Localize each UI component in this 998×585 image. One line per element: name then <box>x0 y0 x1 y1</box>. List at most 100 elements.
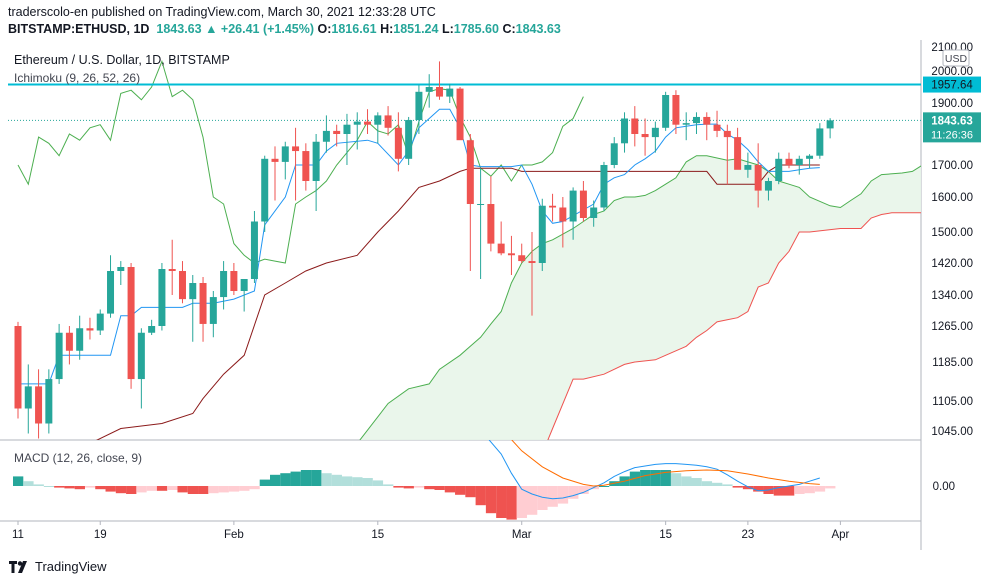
price-tick-label: 1700.00 <box>931 160 973 172</box>
candle-body <box>734 137 742 170</box>
macd-histogram-bar <box>825 486 836 489</box>
macd-histogram-bar <box>331 474 342 486</box>
macd-histogram-bar <box>311 470 322 486</box>
high-label: H: <box>380 22 394 36</box>
level-price-label: 1957.64 <box>931 80 973 92</box>
macd-histogram-bar <box>516 486 528 518</box>
time-tick-label: 15 <box>659 529 672 541</box>
candle-body <box>672 95 680 125</box>
candle <box>148 319 156 335</box>
candle-body <box>662 95 670 128</box>
candle <box>507 235 515 275</box>
candle <box>754 143 762 208</box>
candle-body <box>744 165 752 170</box>
macd-histogram-bar <box>794 486 805 494</box>
macd-histogram-bar <box>383 484 394 486</box>
candle-body <box>374 115 382 125</box>
kijun-sen-line <box>96 164 820 440</box>
tradingview-brand[interactable]: TradingView <box>9 559 107 574</box>
candle <box>127 263 135 389</box>
candle <box>713 110 721 138</box>
candle-body <box>775 158 783 181</box>
senkou-span-a-line <box>359 155 921 440</box>
candle-body <box>764 181 772 191</box>
candle <box>538 198 546 271</box>
currency-box <box>942 49 970 67</box>
time-tick-label: 11 <box>12 529 24 541</box>
low-label: L: <box>441 22 454 36</box>
candle <box>662 91 670 131</box>
candle-body <box>621 118 629 144</box>
candle-body <box>302 151 310 181</box>
price-tick-label: 1420.00 <box>931 258 973 270</box>
candle-body <box>713 124 721 131</box>
candle-body <box>754 165 762 191</box>
candle <box>394 112 402 172</box>
candle <box>435 61 443 100</box>
candle <box>806 154 814 169</box>
candle-body <box>600 165 608 208</box>
price-chart[interactable]: 2100.002000.001900.001800.001700.001600.… <box>0 40 998 550</box>
close-value: 1843.63 <box>515 22 561 36</box>
candle-body <box>569 190 577 222</box>
candle <box>785 152 793 169</box>
macd-histogram-bar <box>753 486 764 492</box>
price-tick-label: 1185.00 <box>932 357 973 369</box>
candle <box>579 181 587 222</box>
candle <box>610 137 618 169</box>
candle-body <box>518 255 526 262</box>
macd-tick-label: 0.00 <box>933 481 955 493</box>
candle-body <box>806 155 814 159</box>
ichimoku-legend[interactable]: Ichimoku (9, 26, 52, 26) <box>14 71 141 85</box>
candle-body <box>435 87 443 97</box>
macd-histogram-bar <box>177 486 188 493</box>
macd-signal-line <box>511 440 820 487</box>
price-change: ▲ +26.41 (+1.45%) <box>205 22 315 36</box>
open-label: O: <box>317 22 332 36</box>
macd-histogram-bar <box>722 484 733 486</box>
candle <box>261 155 269 232</box>
macd-histogram-bar <box>455 486 466 495</box>
candle-body <box>651 127 659 138</box>
macd-histogram-bar <box>496 486 507 518</box>
candle-body <box>415 91 423 121</box>
candle <box>487 176 495 252</box>
macd-histogram-bar <box>208 486 219 494</box>
candle-body <box>107 271 115 314</box>
macd-histogram-bar <box>13 476 24 486</box>
macd-histogram-bar <box>167 486 178 490</box>
candle-body <box>148 326 156 333</box>
candle <box>281 141 289 180</box>
time-tick-label: Mar <box>512 529 532 541</box>
candle-body <box>487 204 495 244</box>
candle-body <box>538 205 546 263</box>
symbol-ohlc-line: BITSTAMP:ETHUSD, 1D 1843.63 ▲ +26.41 (+1… <box>8 22 561 36</box>
macd-histogram-bar <box>547 486 558 507</box>
macd-histogram-bar <box>506 486 517 520</box>
candle <box>764 177 772 201</box>
macd-histogram-bar <box>598 486 610 487</box>
candle-body <box>405 120 413 159</box>
macd-histogram-bar <box>198 486 209 494</box>
candle <box>107 255 115 318</box>
candle-body <box>333 130 341 134</box>
candle-body <box>477 204 485 205</box>
macd-legend[interactable]: MACD (12, 26, close, 9) <box>14 451 143 465</box>
candle-body <box>96 313 104 331</box>
macd-histogram-bar <box>54 486 65 488</box>
macd-histogram-bar <box>239 486 250 491</box>
candle <box>158 263 166 331</box>
symbol-label: BITSTAMP:ETHUSD, 1D <box>8 22 150 36</box>
candle-body <box>127 267 135 380</box>
candle <box>672 90 680 134</box>
macd-histogram-bar <box>537 486 548 510</box>
candle <box>312 134 320 211</box>
candle <box>137 328 145 409</box>
candle <box>703 112 711 141</box>
candle <box>14 321 22 419</box>
candle-body <box>322 130 330 142</box>
macd-histogram-bar <box>784 486 795 496</box>
candle <box>415 85 423 134</box>
candle-body <box>137 332 145 380</box>
candle-body <box>497 243 505 254</box>
